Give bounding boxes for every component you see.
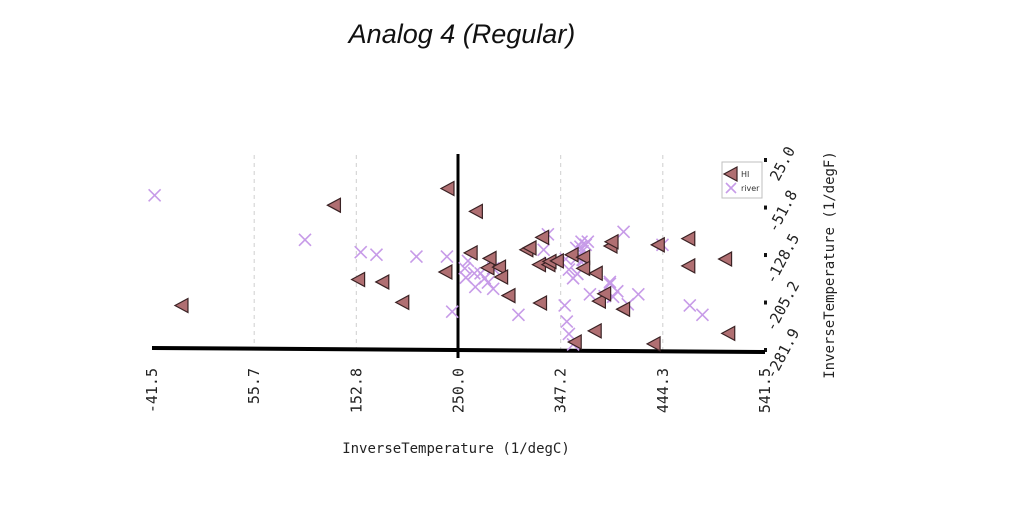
data-point: [680, 257, 696, 274]
data-point: [587, 265, 603, 282]
data-point: [631, 287, 645, 301]
x-axis-title: InverseTemperature (1/degC): [342, 441, 570, 457]
data-point: [462, 244, 478, 261]
data-point: [521, 239, 537, 256]
data-point: [720, 325, 736, 342]
data-point: [575, 249, 591, 266]
data-point: [298, 233, 312, 247]
data-points: [148, 180, 736, 352]
data-point: [566, 334, 582, 351]
y-tick-label: -281.9: [762, 326, 803, 382]
axes: [151, 154, 767, 358]
x-tick-label: 347.2: [552, 368, 570, 413]
data-point: [562, 327, 576, 341]
data-point: [437, 264, 453, 281]
data-point: [481, 250, 497, 267]
y-tick-label: -205.2: [762, 278, 803, 334]
data-point: [617, 225, 631, 239]
data-point: [374, 273, 390, 290]
x-tick-label: 55.7: [245, 368, 263, 404]
data-point: [596, 285, 612, 302]
legend-box: [721, 161, 763, 199]
y-axis-title: InverseTemperature (1/degF): [822, 151, 838, 379]
data-point: [586, 322, 602, 339]
series-hi: [173, 180, 736, 352]
series-river: [148, 188, 710, 352]
data-point: [549, 252, 564, 269]
legend: HI river: [721, 161, 763, 199]
y-tick-mark: [764, 158, 767, 162]
data-point: [581, 235, 595, 249]
tick-labels: -41.5 55.7 152.8 250.0 347.2 444.3 541.5 25.0 -5…: [143, 143, 803, 413]
chart-title: Analog 4 (Regular): [347, 19, 576, 49]
x-tick-label: 444.3: [654, 368, 672, 413]
y-tick-label: 25.0: [766, 143, 799, 183]
data-point: [491, 259, 507, 276]
x-tick-label: 250.0: [450, 368, 468, 413]
data-point: [583, 287, 597, 301]
data-point: [603, 275, 617, 289]
data-point: [468, 203, 483, 220]
data-point: [615, 301, 631, 318]
x-tick-label: 152.8: [347, 368, 365, 413]
y-tick-label: -128.5: [762, 231, 803, 287]
data-point: [445, 305, 459, 319]
y-tick-mark: [764, 205, 767, 210]
data-point: [486, 282, 500, 296]
y-tick-mark: [764, 300, 767, 305]
data-point: [173, 297, 189, 314]
data-point: [500, 287, 516, 304]
data-point: [575, 260, 591, 277]
legend-label: HI: [741, 170, 749, 179]
data-point: [440, 250, 454, 264]
data-point: [650, 236, 665, 253]
data-point: [326, 197, 342, 214]
x-tick-label: -41.5: [143, 368, 161, 413]
data-point: [558, 298, 572, 313]
data-point: [409, 250, 424, 264]
data-point: [350, 271, 366, 288]
data-point: [537, 243, 551, 257]
legend-marker: [722, 165, 738, 183]
data-point: [683, 298, 697, 313]
data-point: [394, 294, 410, 311]
y-tick-label: -51.8: [764, 187, 801, 235]
data-point: [591, 293, 606, 310]
data-point: [532, 295, 548, 312]
x-tick-label: 541.5: [756, 368, 774, 413]
data-point: [534, 229, 550, 246]
data-point: [610, 284, 624, 298]
legend-marker: [725, 182, 737, 194]
data-point: [354, 245, 368, 259]
data-point: [493, 269, 509, 286]
data-point: [645, 335, 661, 352]
data-point: [717, 251, 733, 268]
data-point: [148, 188, 162, 202]
y-tick-mark: [764, 348, 767, 352]
data-point: [603, 233, 619, 250]
data-point: [467, 266, 481, 280]
y-tick-mark: [764, 253, 767, 258]
data-point: [369, 248, 384, 262]
data-point: [560, 315, 574, 329]
data-point: [680, 230, 696, 247]
data-point: [695, 308, 710, 322]
data-point: [563, 246, 579, 263]
data-point: [511, 308, 525, 322]
data-point: [439, 180, 455, 197]
data-point: [562, 263, 576, 277]
legend-label: river: [741, 184, 760, 193]
